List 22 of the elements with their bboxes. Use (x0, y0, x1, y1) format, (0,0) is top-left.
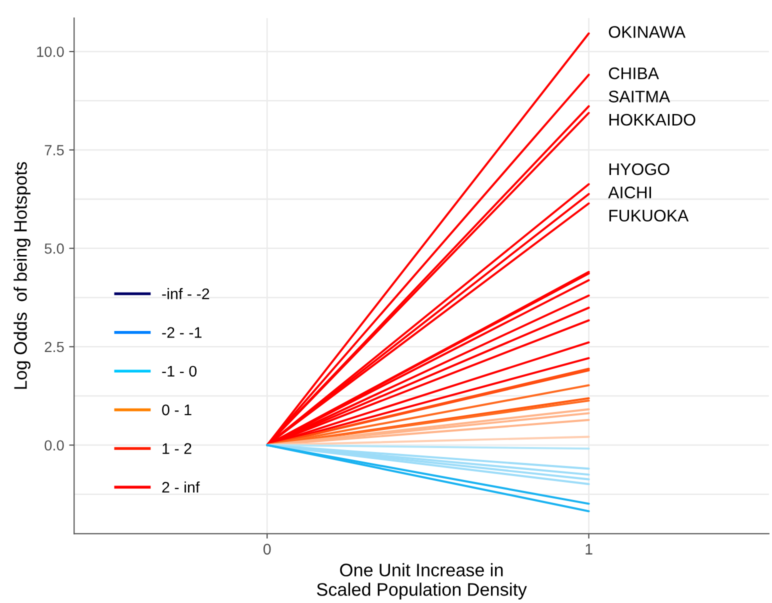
legend-label: 0 - 1 (162, 404, 192, 416)
series-label: SAITMA (608, 90, 670, 102)
y-tick-label: 7.5 (44, 145, 64, 156)
y-tick-label: 0.0 (44, 440, 64, 451)
y-tick-label: 10.0 (37, 46, 64, 57)
series-label: HOKKAIDO (609, 114, 696, 126)
x-axis-title: One Unit Increase in Scaled Population Density (316, 563, 527, 600)
series-label: AICHI (608, 186, 651, 198)
legend-label: -inf - -2 (162, 288, 210, 300)
y-axis-title: Log Odds of being Hotspots (14, 162, 30, 389)
x-tick-label: 1 (586, 544, 592, 554)
y-tick-label: 2.5 (44, 342, 64, 352)
legend-label: -2 - -1 (162, 327, 202, 338)
series-label: HYOGO (609, 163, 670, 176)
series-label: FUKUOKA (609, 210, 689, 222)
y-tick-label: 5.0 (44, 243, 64, 254)
series-label: OKINAWA (608, 26, 686, 38)
legend-label: 1 - 2 (162, 443, 192, 454)
legend-label: -1 - 0 (162, 366, 197, 377)
legend-label: 2 - inf (162, 481, 200, 493)
series-label: CHIBA (608, 67, 659, 80)
x-tick-label: 0 (263, 544, 271, 555)
